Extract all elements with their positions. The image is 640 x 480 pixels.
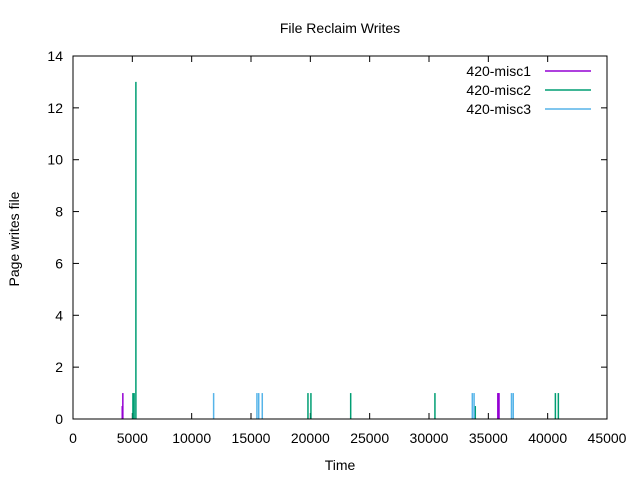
legend-label: 420-misc2: [466, 82, 531, 98]
series-420-misc3: [212, 393, 515, 419]
plot-frame: [72, 55, 608, 420]
legend-label: 420-misc1: [466, 63, 531, 79]
y-tick-label: 10: [47, 152, 63, 168]
x-tick-label: 10000: [172, 430, 211, 446]
y-axis-label: Page writes file: [6, 191, 22, 286]
chart-title: File Reclaim Writes: [280, 20, 400, 36]
x-tick-label: 45000: [588, 430, 627, 446]
x-tick-label: 15000: [232, 430, 271, 446]
y-tick-label: 8: [55, 204, 63, 220]
series-420-misc1: [121, 393, 500, 419]
x-tick-label: 5000: [117, 430, 148, 446]
y-tick-label: 0: [55, 411, 63, 427]
x-tick-label: 35000: [469, 430, 508, 446]
x-tick-label: 20000: [291, 430, 330, 446]
legend: 420-misc1 420-misc2 420-misc3: [466, 63, 591, 117]
y-tick-label: 2: [55, 359, 63, 375]
plot-area: 0 2 4 6 8 10 12 14 0 5000 10000 15000 20000 25000 3000…: [47, 48, 626, 446]
series-420-misc2: [132, 81, 560, 419]
x-axis-label: Time: [325, 457, 356, 473]
x-tick-label: 0: [69, 430, 77, 446]
y-tick-label: 14: [47, 48, 63, 64]
x-tick-label: 25000: [350, 430, 389, 446]
x-tick-label: 40000: [528, 430, 567, 446]
y-tick-label: 4: [55, 307, 63, 323]
legend-label: 420-misc3: [466, 101, 531, 117]
y-tick-label: 6: [55, 255, 63, 271]
x-tick-label: 30000: [410, 430, 449, 446]
y-tick-label: 12: [47, 100, 63, 116]
